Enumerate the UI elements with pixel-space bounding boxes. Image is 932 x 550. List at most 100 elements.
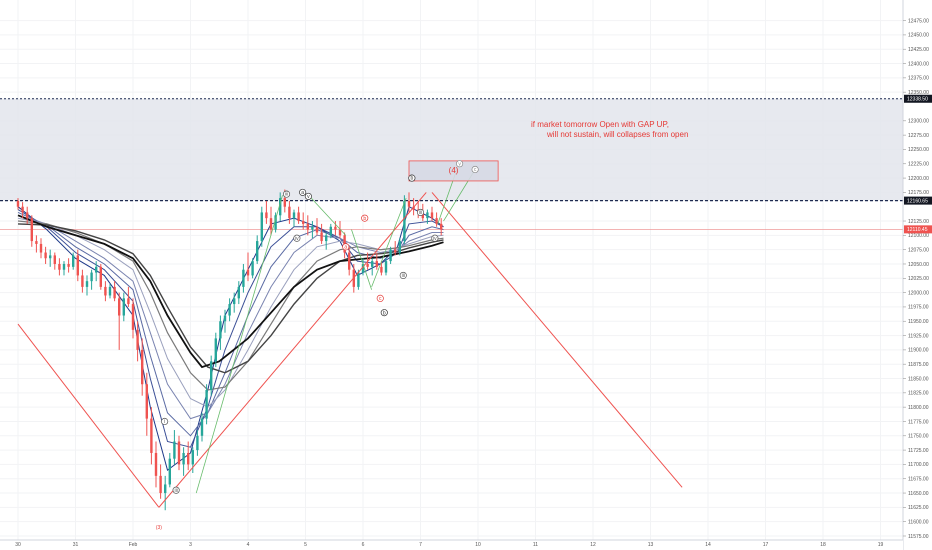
price-tick-label-16: 12025.00	[908, 276, 929, 282]
candle-body-28	[145, 384, 148, 419]
candle-body-62	[302, 221, 305, 224]
price-tick-label-10: 12200.00	[908, 176, 929, 182]
price-tick-label-23: 11850.00	[908, 376, 929, 382]
candle-body-74	[357, 272, 360, 287]
candle-body-85	[407, 200, 411, 207]
price-tick-label-7: 12275.00	[908, 133, 929, 139]
candle-body-24	[127, 298, 130, 305]
candle-body-1	[21, 206, 24, 213]
wave-label-10: b	[383, 310, 386, 316]
wave-label-circle-12	[408, 174, 416, 182]
price-badge-label-1: 12160.65	[907, 198, 928, 204]
price-tick-label-29: 11700.00	[908, 462, 929, 468]
candle-body-16	[90, 272, 93, 282]
wave-label-circle-16	[471, 165, 479, 174]
candle-body-54	[265, 212, 268, 219]
time-tick-label-5: 5	[304, 542, 307, 548]
candle-body-5	[39, 243, 43, 253]
candle-body-67	[325, 235, 328, 242]
price-tick-label-13: 12100.00	[908, 233, 929, 239]
wave-label-2: iii	[174, 488, 177, 494]
candle-body-31	[159, 475, 162, 494]
price-badge-label-0: 12338.50	[907, 97, 928, 103]
candle-body-35	[177, 441, 181, 465]
candle-body-88	[421, 212, 424, 219]
wave-label-6: iv	[295, 236, 299, 242]
price-tick-label-17: 12000.00	[908, 290, 929, 296]
candle-body-47	[233, 298, 236, 305]
price-tick-label-9: 12225.00	[908, 162, 929, 168]
candle-body-59	[288, 206, 291, 219]
candle-body-92	[440, 223, 443, 230]
candle-body-78	[375, 261, 378, 267]
price-tick-label-28: 11725.00	[908, 448, 929, 454]
candle-body-18	[99, 266, 102, 287]
wave-label-circle-5	[304, 192, 312, 200]
wave-label-3: iii	[285, 192, 288, 198]
candle-body-2	[26, 212, 29, 219]
price-tick-label-24: 11825.00	[908, 391, 929, 397]
wave-label-circle-3	[282, 190, 291, 198]
wave-label-11: iii	[402, 273, 405, 279]
candle-body-34	[173, 441, 176, 459]
time-tick-label-12: 14	[705, 542, 711, 548]
candle-body-81	[389, 249, 392, 262]
time-tick-label-14: 18	[820, 542, 826, 548]
candle-body-61	[297, 212, 300, 222]
candle-body-20	[108, 286, 112, 296]
candle-body-53	[260, 212, 263, 242]
candle-body-29	[150, 418, 153, 453]
wave-label-1: i	[164, 419, 165, 425]
candle-body-13	[76, 255, 79, 276]
wave-label-0: (3)	[156, 525, 162, 531]
time-axis[interactable]: 30 31 Feb 3 4 5 6 7 10 11 12 13 14 17 18 19	[0, 539, 903, 550]
price-tick-label-18: 11975.00	[908, 305, 929, 311]
price-tick-label-15: 12050.00	[908, 262, 929, 268]
wave-label-circle-11	[399, 271, 407, 279]
wave-label-circle-13	[416, 208, 425, 216]
time-tick-label-3: 3	[189, 542, 192, 548]
candle-body-50	[246, 269, 250, 276]
candle-body-40	[200, 418, 204, 436]
wave-label-4: a	[301, 190, 304, 196]
candle-body-76	[366, 263, 369, 267]
wave-label-circle-6	[293, 234, 301, 242]
wave-label-16: c	[474, 167, 477, 173]
wave-label-5: v	[307, 194, 310, 200]
candle-body-91	[435, 218, 438, 224]
candle-body-60	[292, 212, 296, 219]
candle-body-80	[384, 261, 388, 273]
wave-label-circle-10	[380, 309, 388, 317]
candle-body-52	[256, 241, 259, 262]
wave-label-circle-7	[342, 243, 350, 251]
annotation: if market tomorrow Open with GAP UP, wil…	[531, 120, 688, 139]
candle-body-45	[223, 315, 227, 322]
wave-label-8: b	[363, 216, 366, 222]
time-tick-label-13: 17	[763, 542, 769, 548]
wave-label-circle-1	[161, 417, 169, 426]
price-badge-2	[904, 225, 932, 234]
candle-body-58	[283, 198, 286, 207]
candle-body-14	[81, 275, 84, 287]
candle-body-17	[95, 266, 98, 273]
candle-body-4	[35, 241, 38, 244]
price-tick-label-25: 11800.00	[908, 405, 929, 411]
candle-body-27	[141, 349, 144, 385]
candle-body-33	[168, 458, 171, 485]
price-tick-label-27: 11750.00	[908, 434, 929, 440]
candle-body-49	[242, 269, 245, 287]
candle-body-0	[16, 200, 20, 207]
wave-label-circle-14	[431, 234, 439, 242]
candle-body-66	[320, 232, 323, 242]
wave-label-9: c	[379, 296, 382, 302]
lower-channel-right-line	[158, 192, 427, 508]
time-tick-label-7: 7	[419, 542, 422, 548]
price-axis[interactable]: 12475.00 12450.00 12425.00 12400.00 12375.00…	[902, 0, 932, 550]
candle-body-15	[85, 281, 89, 287]
wave-label-7: a	[344, 244, 347, 250]
candle-body-57	[279, 198, 282, 216]
time-tick-label-15: 19	[878, 542, 884, 548]
price-badge-label-2: 12110.45	[907, 227, 928, 233]
candle-body-51	[251, 261, 254, 276]
